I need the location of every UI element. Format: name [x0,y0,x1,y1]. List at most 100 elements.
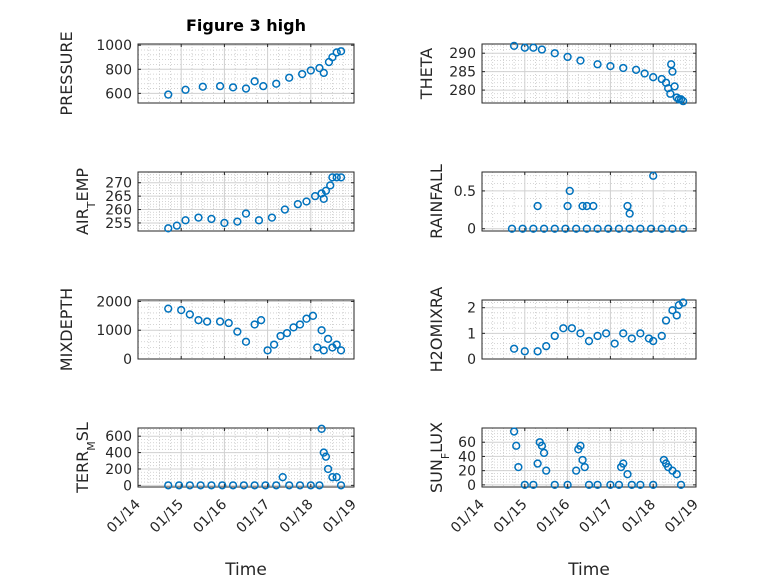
data-point [512,441,521,450]
data-point [241,337,251,346]
data-point [228,83,238,92]
x-tick-label: 01/17 [234,497,274,537]
data-point [679,224,688,233]
data-point [254,216,264,225]
data-point [250,320,259,329]
data-point [285,73,294,82]
y-tick-label: 800 [105,62,132,78]
data-point [625,224,634,233]
data-point [623,201,632,211]
y-tick-label: 1 [467,326,476,342]
data-point [507,224,517,233]
data-point [610,339,619,348]
data-point [578,455,587,465]
data-point [336,47,346,56]
data-point [657,331,666,341]
data-point [533,201,542,211]
data-point [272,79,281,88]
data-point [614,480,624,490]
data-point [215,81,225,91]
data-point [619,329,628,338]
data-point [289,323,298,332]
data-point [336,346,346,355]
y-axis-label: SUNFLUX [427,422,452,493]
data-point [646,224,656,233]
data-point [319,346,328,355]
data-point [302,314,311,323]
data-point [649,171,658,180]
axes-box [481,299,697,360]
data-point [529,43,538,52]
data-point [224,318,233,328]
data-point [576,329,585,338]
y-axis-label: PRESSURE [57,31,76,115]
data-point [625,209,634,218]
data-point [542,466,551,475]
data-point [241,209,251,218]
subplot-2: 280 285 290 [449,41,697,106]
y-tick-label: 0 [467,222,476,238]
data-point [593,480,602,490]
data-point [164,304,173,313]
x-tick-label: 01/15 [147,497,187,537]
data-point [332,173,341,182]
data-point [563,52,572,62]
data-point [164,90,173,99]
data-point [272,481,281,490]
data-point [537,441,547,450]
data-point [533,347,542,356]
data-point [537,45,547,54]
data-point [672,311,681,320]
data-point [520,480,529,490]
data-point [285,481,294,490]
y-tick-label: 2 [467,301,476,317]
y-tick-label: 400 [105,446,132,462]
subplot-6: 0 1 2 [467,298,697,368]
y-axis-label: RAINFALL [427,164,446,239]
figure-title: Figure 3 high [186,16,306,35]
axes-box [481,43,697,104]
data-point [520,347,529,356]
data-point [196,481,205,490]
data-point [627,334,636,343]
data-point [328,53,337,62]
data-point [582,224,592,233]
data-point [332,340,341,349]
data-point [317,424,326,433]
data-point [326,181,335,190]
data-point [649,336,658,346]
y-tick-label: 255 [105,216,132,232]
data-point [676,95,686,104]
data-point [308,311,318,320]
data-point [306,66,315,75]
axes-box [481,427,697,488]
data-point [241,84,251,93]
x-tick-label: 01/14 [104,496,144,536]
data-point [593,224,602,233]
data-point [295,320,305,329]
data-point [202,317,212,326]
data-point [670,82,679,91]
data-point [601,329,611,338]
data-point [533,459,542,468]
data-point [550,224,559,233]
data-point [215,317,225,326]
data-point [321,452,331,461]
data-point [295,481,305,490]
data-point [280,205,290,214]
data-point [619,459,628,468]
data-point [207,214,216,224]
x-axis-label-right: Time [567,560,610,580]
data-point [636,480,645,490]
data-point [520,43,529,52]
y-axis-label: AIRTEMP [73,168,98,235]
data-point [323,334,333,344]
data-point [319,194,328,203]
data-point [185,481,194,490]
x-tick-label: 01/16 [534,496,574,536]
axes-box [137,43,355,104]
data-point [282,328,292,338]
